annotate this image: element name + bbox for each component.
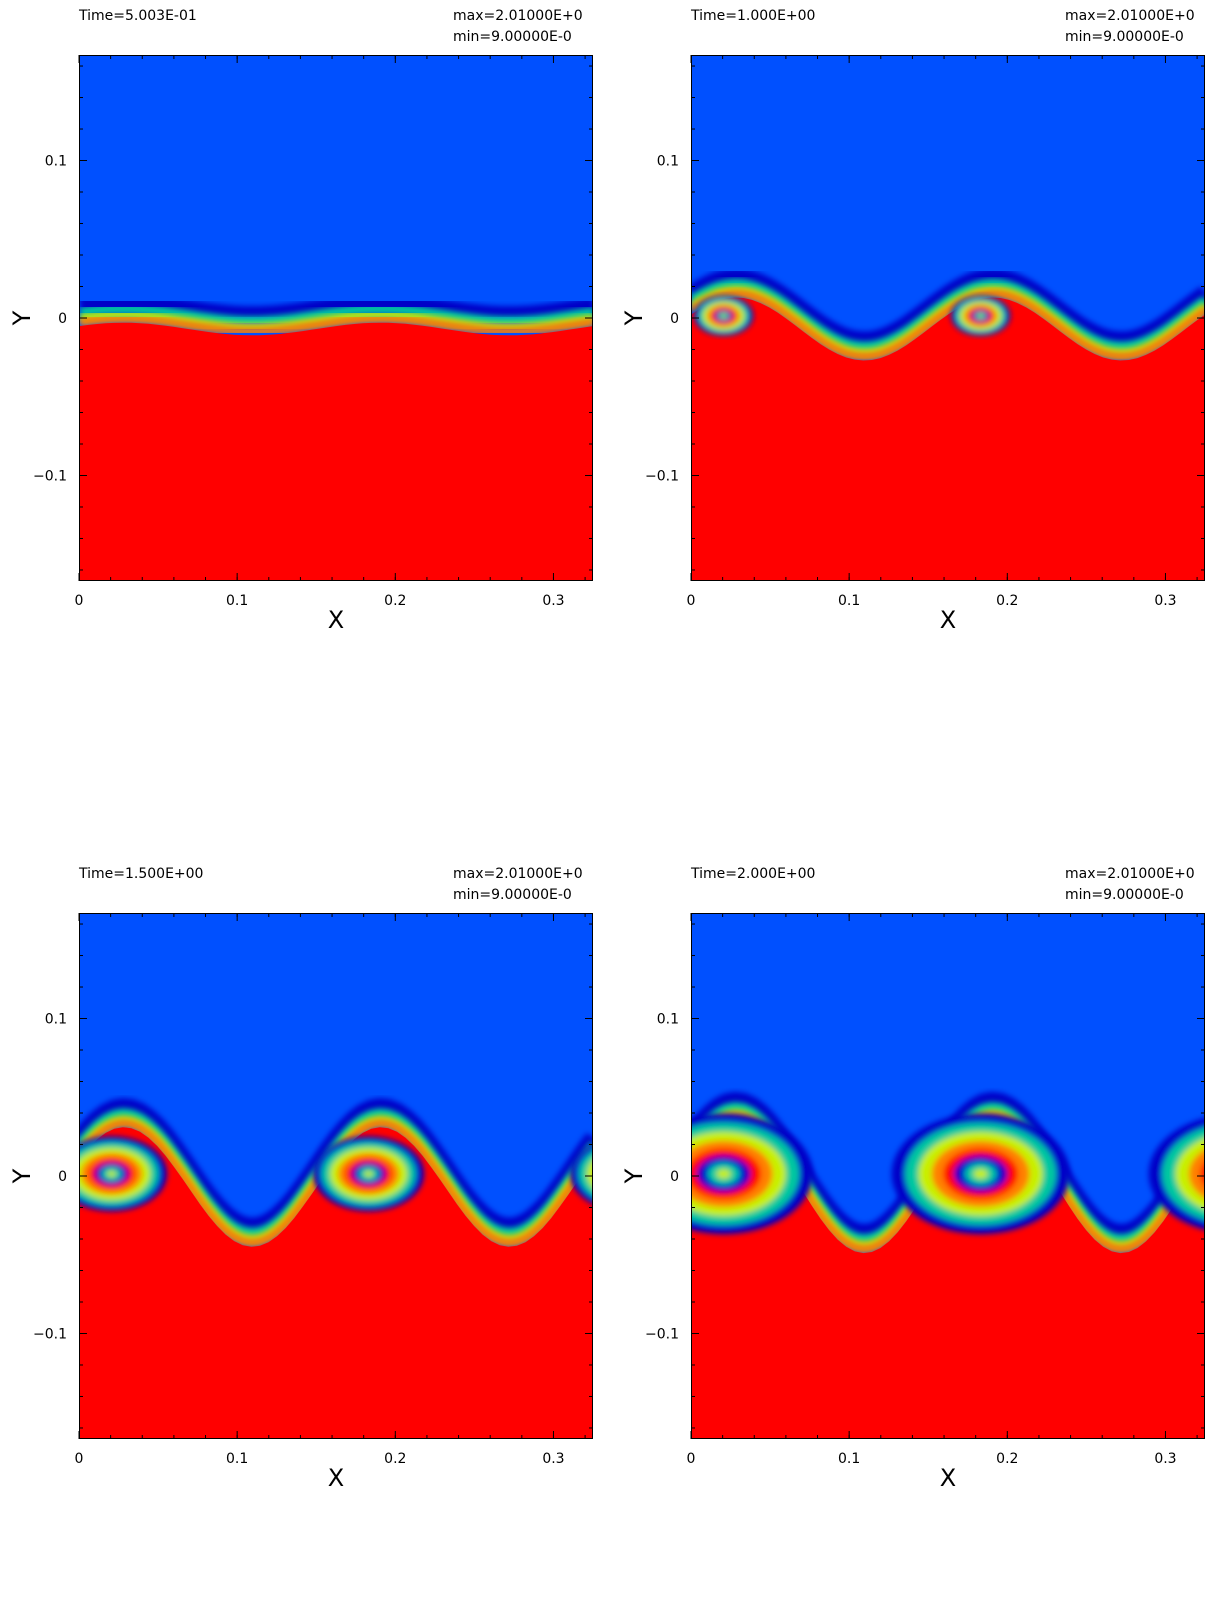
y-tick-label: 0 — [58, 1169, 67, 1185]
y-axis-label: Y — [620, 310, 648, 326]
lower-fluid — [80, 1127, 592, 1438]
x-tick-label: 0 — [75, 593, 84, 609]
y-tick-label: −0.1 — [33, 1326, 67, 1342]
x-axis-label: X — [940, 606, 956, 634]
max-label: max=2.01000E+0 — [1065, 866, 1195, 882]
x-tick-label: 0.1 — [226, 1451, 248, 1467]
vortex-roll — [950, 295, 1011, 336]
vortex-roll — [1148, 1118, 1204, 1230]
x-tick-label: 0 — [687, 1451, 696, 1467]
interface-orange-band — [692, 289, 1204, 361]
max-label: max=2.01000E+0 — [1065, 8, 1195, 24]
y-tick-label: −0.1 — [33, 468, 67, 484]
y-tick-label: −0.1 — [645, 1326, 679, 1342]
time-label: Time=1.000E+00 — [691, 8, 816, 24]
x-axis-label: X — [328, 606, 344, 634]
panel-time-0.5: Time=5.003E-01 max=2.01000E+0 min=9.0000… — [0, 0, 607, 745]
interface-dark-band — [692, 268, 1204, 350]
y-tick-label: 0.1 — [657, 1012, 679, 1028]
panel-time-2.0: Time=2.000E+00 max=2.01000E+0 min=9.0000… — [612, 858, 1214, 1603]
y-axis-label: Y — [8, 1168, 36, 1184]
y-axis-label: Y — [620, 1168, 648, 1184]
x-tick-label: 0 — [687, 593, 696, 609]
vortex-roll — [313, 1136, 424, 1212]
heatmap-plot — [79, 55, 593, 581]
x-tick-label: 0.1 — [838, 593, 860, 609]
y-tick-label: 0.1 — [45, 1012, 67, 1028]
x-axis-label: X — [328, 1464, 344, 1492]
x-tick-label: 0.1 — [226, 593, 248, 609]
x-tick-label: 0 — [75, 1451, 84, 1467]
y-tick-label: 0.1 — [657, 154, 679, 170]
min-label: min=9.00000E-0 — [453, 887, 572, 903]
x-tick-label: 0.2 — [996, 593, 1018, 609]
y-axis-label: Y — [8, 310, 36, 326]
x-axis-label: X — [940, 1464, 956, 1492]
y-tick-label: 0 — [58, 311, 67, 327]
y-tick-label: 0 — [670, 311, 679, 327]
vortex-roll — [693, 295, 754, 336]
vortex-roll — [80, 1136, 167, 1212]
min-label: min=9.00000E-0 — [1065, 887, 1184, 903]
x-tick-label: 0.2 — [384, 1451, 406, 1467]
lower-fluid — [692, 1120, 1204, 1438]
x-tick-label: 0.3 — [1154, 593, 1176, 609]
x-tick-label: 0.3 — [1154, 1451, 1176, 1467]
x-tick-label: 0.3 — [542, 593, 564, 609]
heatmap-plot — [79, 913, 593, 1439]
heatmap-plot — [691, 55, 1205, 581]
y-tick-label: 0 — [670, 1169, 679, 1185]
time-label: Time=1.500E+00 — [79, 866, 204, 882]
time-label: Time=2.000E+00 — [691, 866, 816, 882]
interface-cyan-band — [80, 303, 592, 327]
vortex-roll — [692, 1113, 813, 1235]
interface-cyan-band — [692, 278, 1204, 352]
max-label: max=2.01000E+0 — [453, 866, 583, 882]
x-tick-label: 0.2 — [996, 1451, 1018, 1467]
vortex-roll — [891, 1113, 1070, 1235]
panel-time-1.0: Time=1.000E+00 max=2.01000E+0 min=9.0000… — [612, 0, 1214, 745]
heatmap-plot — [691, 913, 1205, 1439]
interface-orange-band — [80, 314, 592, 336]
time-label: Time=5.003E-01 — [79, 8, 197, 24]
x-tick-label: 0.3 — [542, 1451, 564, 1467]
interface-dark-band — [80, 293, 592, 325]
min-label: min=9.00000E-0 — [453, 29, 572, 45]
vortex-roll — [570, 1144, 592, 1204]
panel-time-1.5: Time=1.500E+00 max=2.01000E+0 min=9.0000… — [0, 858, 607, 1603]
min-label: min=9.00000E-0 — [1065, 29, 1184, 45]
y-tick-label: −0.1 — [645, 468, 679, 484]
y-tick-label: 0.1 — [45, 154, 67, 170]
lower-fluid — [692, 297, 1204, 580]
lower-fluid — [80, 322, 592, 580]
x-tick-label: 0.1 — [838, 1451, 860, 1467]
max-label: max=2.01000E+0 — [453, 8, 583, 24]
x-tick-label: 0.2 — [384, 593, 406, 609]
